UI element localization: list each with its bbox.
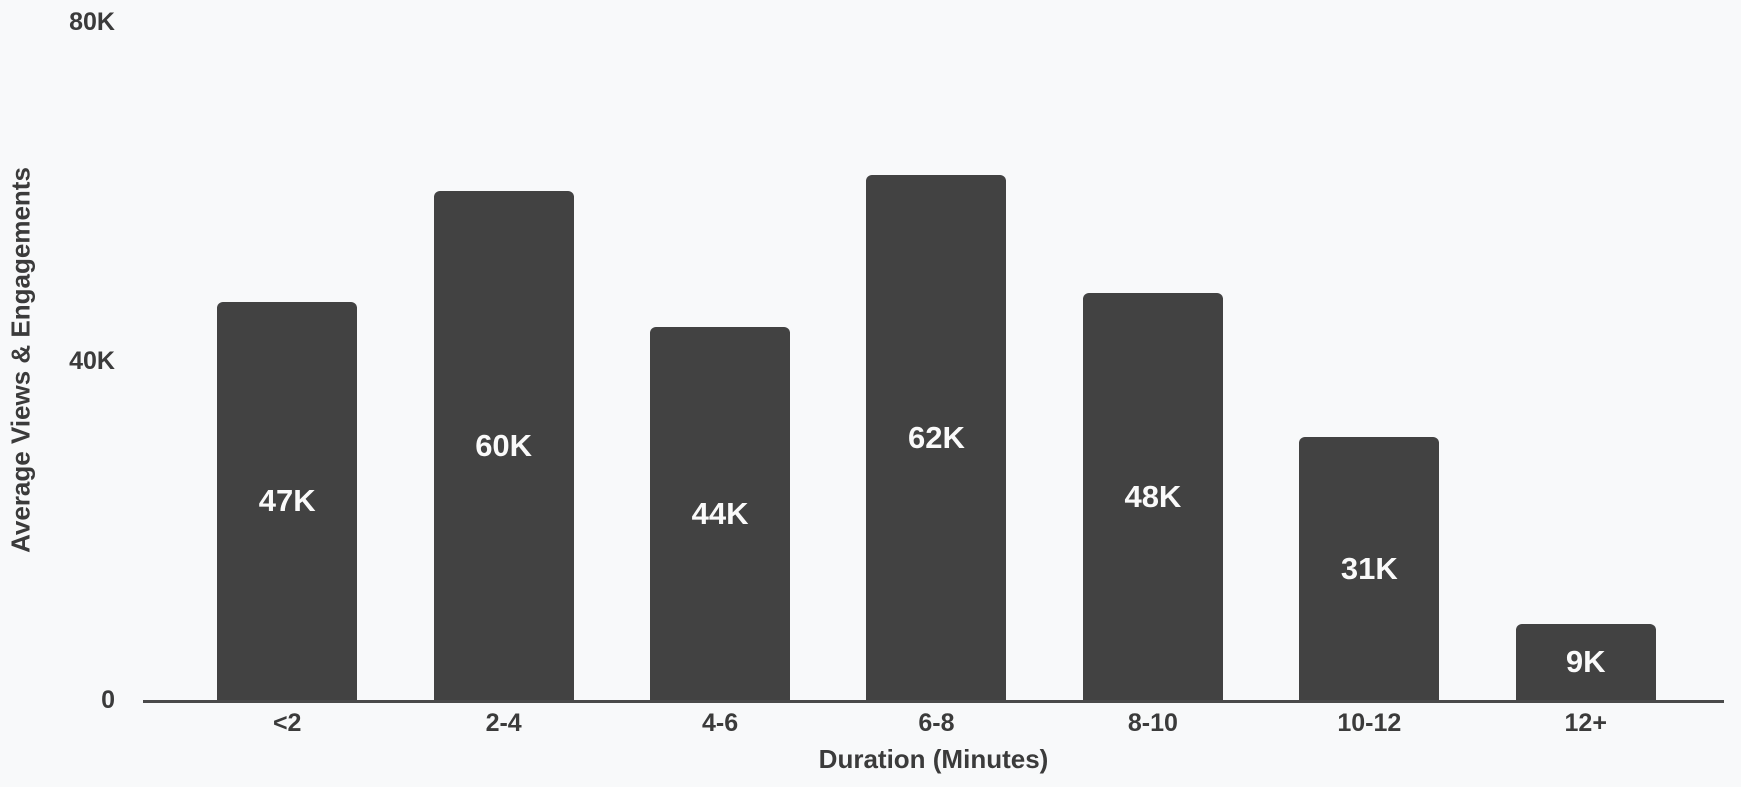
bar-4-6[interactable]: 44K xyxy=(650,327,791,700)
x-axis-title: Duration (Minutes) xyxy=(818,744,1049,774)
bar-slot: 31K xyxy=(1261,0,1477,700)
bar-value-label: 44K xyxy=(691,495,749,531)
bar-slot: 48K xyxy=(1045,0,1261,700)
y-tick-label: 0 xyxy=(101,686,115,714)
y-tick-label: 40K xyxy=(69,347,115,375)
x-axis-line xyxy=(143,700,1724,703)
x-tick-label: 4-6 xyxy=(701,709,739,737)
bar-slot: 9K xyxy=(1478,0,1694,700)
bar-slot: 47K xyxy=(179,0,395,700)
x-tick-label: 12+ xyxy=(1564,709,1607,737)
y-tick-label: 80K xyxy=(69,8,115,36)
x-tick-label: 6-8 xyxy=(918,709,955,737)
bar-8-10[interactable]: 48K xyxy=(1082,293,1223,700)
y-axis-tick-labels: 0 40K 80K xyxy=(0,0,115,787)
bar-12+[interactable]: 9K xyxy=(1515,624,1656,700)
bar-6-8[interactable]: 62K xyxy=(866,175,1007,700)
bar-slot: 62K xyxy=(828,0,1044,700)
bar-value-label: 9K xyxy=(1565,644,1606,679)
bar-value-label: 62K xyxy=(908,419,965,455)
bar-value-label: 31K xyxy=(1340,550,1398,586)
x-tick-label: 2-4 xyxy=(485,709,522,737)
x-tick-label: 10-12 xyxy=(1337,709,1402,737)
x-tick-label: <2 xyxy=(272,709,302,737)
bar-slot: 60K xyxy=(395,0,611,700)
x-tick-label: 8-10 xyxy=(1127,709,1178,737)
x-axis-tick-labels: <2 2-4 4-6 6-8 8-10 10-12 12+ xyxy=(179,706,1694,742)
bar-value-label: 47K xyxy=(258,483,316,518)
plot-area: 47K 60K 44K 62K 48K 31K 9K xyxy=(179,0,1694,700)
bar-slot: 44K xyxy=(612,0,828,700)
bar-10-12[interactable]: 31K xyxy=(1299,437,1440,700)
bar-2-4[interactable]: 60K xyxy=(433,191,574,700)
bar-<2[interactable]: 47K xyxy=(217,302,358,700)
bar-value-label: 48K xyxy=(1124,478,1182,514)
bar-value-label: 60K xyxy=(475,427,533,463)
